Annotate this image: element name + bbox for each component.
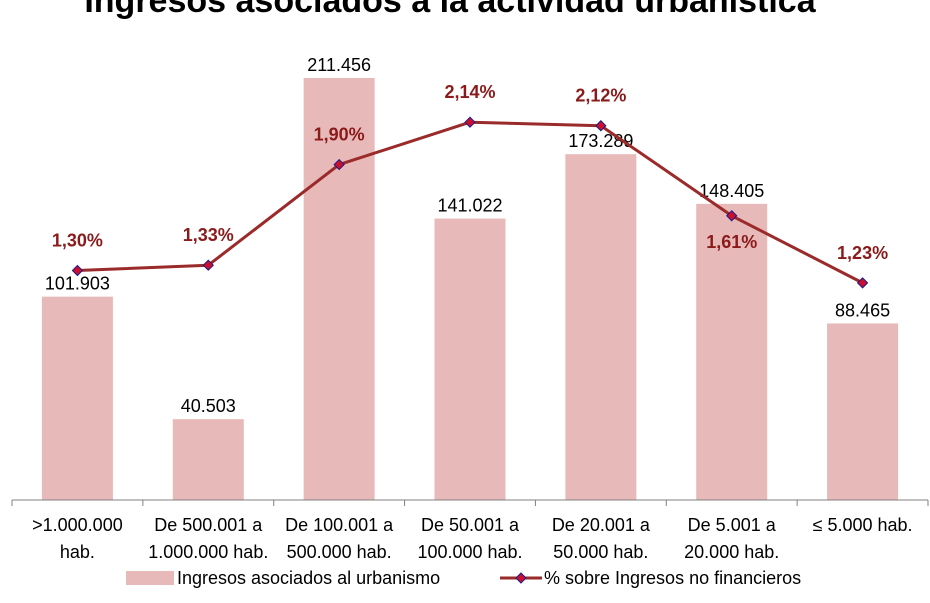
pct-label: 2,14%: [444, 82, 495, 102]
chart-title: Ingresos asociados a la actividad urbaní…: [84, 0, 816, 20]
pct-label: 2,12%: [575, 86, 626, 106]
pct-label: 1,33%: [183, 225, 234, 245]
line-marker: [726, 210, 738, 222]
line-marker: [595, 120, 607, 132]
line-marker: [333, 158, 345, 171]
line-marker: [856, 277, 869, 289]
bar: [434, 218, 506, 500]
bar-value-label: 88.465: [835, 300, 890, 320]
pct-label: 1,30%: [52, 231, 103, 251]
line-series-group: 1,30% 1,33% 1,90% 2,14% 2,12% 1,61% 1,23%: [52, 82, 888, 289]
bar-value-label: 211.456: [307, 55, 371, 75]
x-tick-label: 50.000 hab.: [553, 542, 648, 562]
line-marker: [202, 259, 214, 271]
x-tick-label: 100.000 hab.: [417, 542, 522, 562]
bar: [172, 419, 244, 500]
legend-bar-label: Ingresos asociados al urbanismo: [177, 568, 440, 588]
legend-line-label: % sobre Ingresos no financieros: [544, 568, 801, 588]
bar: [303, 78, 375, 500]
bars-group: 101.90340.503211.456141.022173.289148.40…: [41, 55, 899, 501]
line-marker: [464, 116, 476, 128]
x-tick-label: hab.: [60, 542, 95, 562]
x-tick-label: De 500.001 a: [154, 515, 263, 535]
pct-label: 1,90%: [314, 125, 365, 145]
bar-value-label: 101.903: [45, 274, 110, 294]
x-tick-label: 500.000 hab.: [287, 542, 392, 562]
bar: [696, 203, 768, 500]
x-axis: >1.000.000 hab. De 500.001 a 1.000.000 hab.…: [11, 499, 929, 562]
bar: [565, 154, 637, 501]
bar-value-label: 148.405: [699, 181, 764, 201]
legend: Ingresos asociados al urbanismo % sobre …: [126, 568, 801, 588]
legend-line-marker: [515, 572, 527, 584]
bar-value-label: 141.022: [437, 196, 502, 216]
line-marker: [71, 264, 84, 277]
x-tick-label: 1.000.000 hab.: [148, 542, 268, 562]
x-tick-label: De 50.001 a: [421, 515, 520, 535]
x-tick-label: De 20.001 a: [552, 515, 651, 535]
pct-label: 1,23%: [837, 243, 888, 263]
bar-value-label: 40.503: [181, 396, 236, 416]
x-tick-label: De 5.001 a: [688, 515, 777, 535]
x-tick-label: 20.000 hab.: [684, 542, 779, 562]
legend-bar-swatch: [126, 571, 174, 585]
x-tick-label: >1.000.000: [32, 515, 123, 535]
x-tick-label: De 100.001 a: [285, 515, 394, 535]
bar: [41, 296, 113, 500]
x-tick-label: ≤ 5.000 hab.: [813, 515, 913, 535]
bar: [827, 323, 899, 500]
pct-label: 1,61%: [706, 232, 757, 252]
